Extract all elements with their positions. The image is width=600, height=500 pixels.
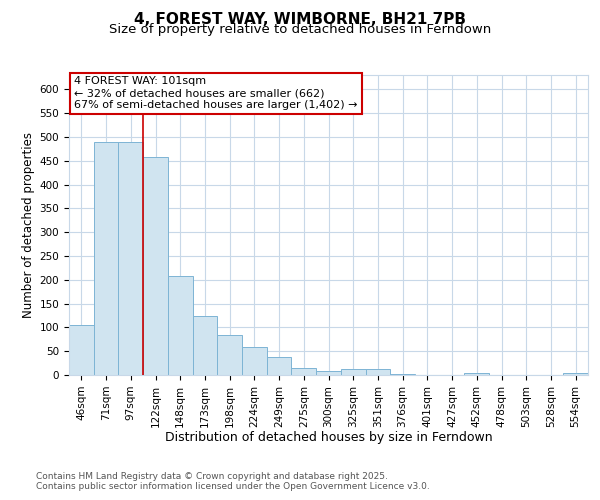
Bar [94, 142, 118, 375]
Y-axis label: Number of detached properties: Number of detached properties [22, 132, 35, 318]
Bar [464, 372, 489, 375]
Text: Contains public sector information licensed under the Open Government Licence v3: Contains public sector information licen… [36, 482, 430, 491]
Bar [563, 372, 588, 375]
Bar [341, 370, 365, 375]
Text: 4, FOREST WAY, WIMBORNE, BH21 7PB: 4, FOREST WAY, WIMBORNE, BH21 7PB [134, 12, 466, 28]
X-axis label: Distribution of detached houses by size in Ferndown: Distribution of detached houses by size … [164, 431, 493, 444]
Text: Contains HM Land Registry data © Crown copyright and database right 2025.: Contains HM Land Registry data © Crown c… [36, 472, 388, 481]
Text: 4 FOREST WAY: 101sqm
← 32% of detached houses are smaller (662)
67% of semi-deta: 4 FOREST WAY: 101sqm ← 32% of detached h… [74, 76, 358, 110]
Bar [193, 316, 217, 375]
Bar [390, 374, 415, 375]
Bar [69, 325, 94, 375]
Bar [267, 357, 292, 375]
Bar [365, 370, 390, 375]
Bar [242, 348, 267, 375]
Text: Size of property relative to detached houses in Ferndown: Size of property relative to detached ho… [109, 24, 491, 36]
Bar [168, 276, 193, 375]
Bar [292, 368, 316, 375]
Bar [217, 336, 242, 375]
Bar [118, 142, 143, 375]
Bar [143, 157, 168, 375]
Bar [316, 370, 341, 375]
